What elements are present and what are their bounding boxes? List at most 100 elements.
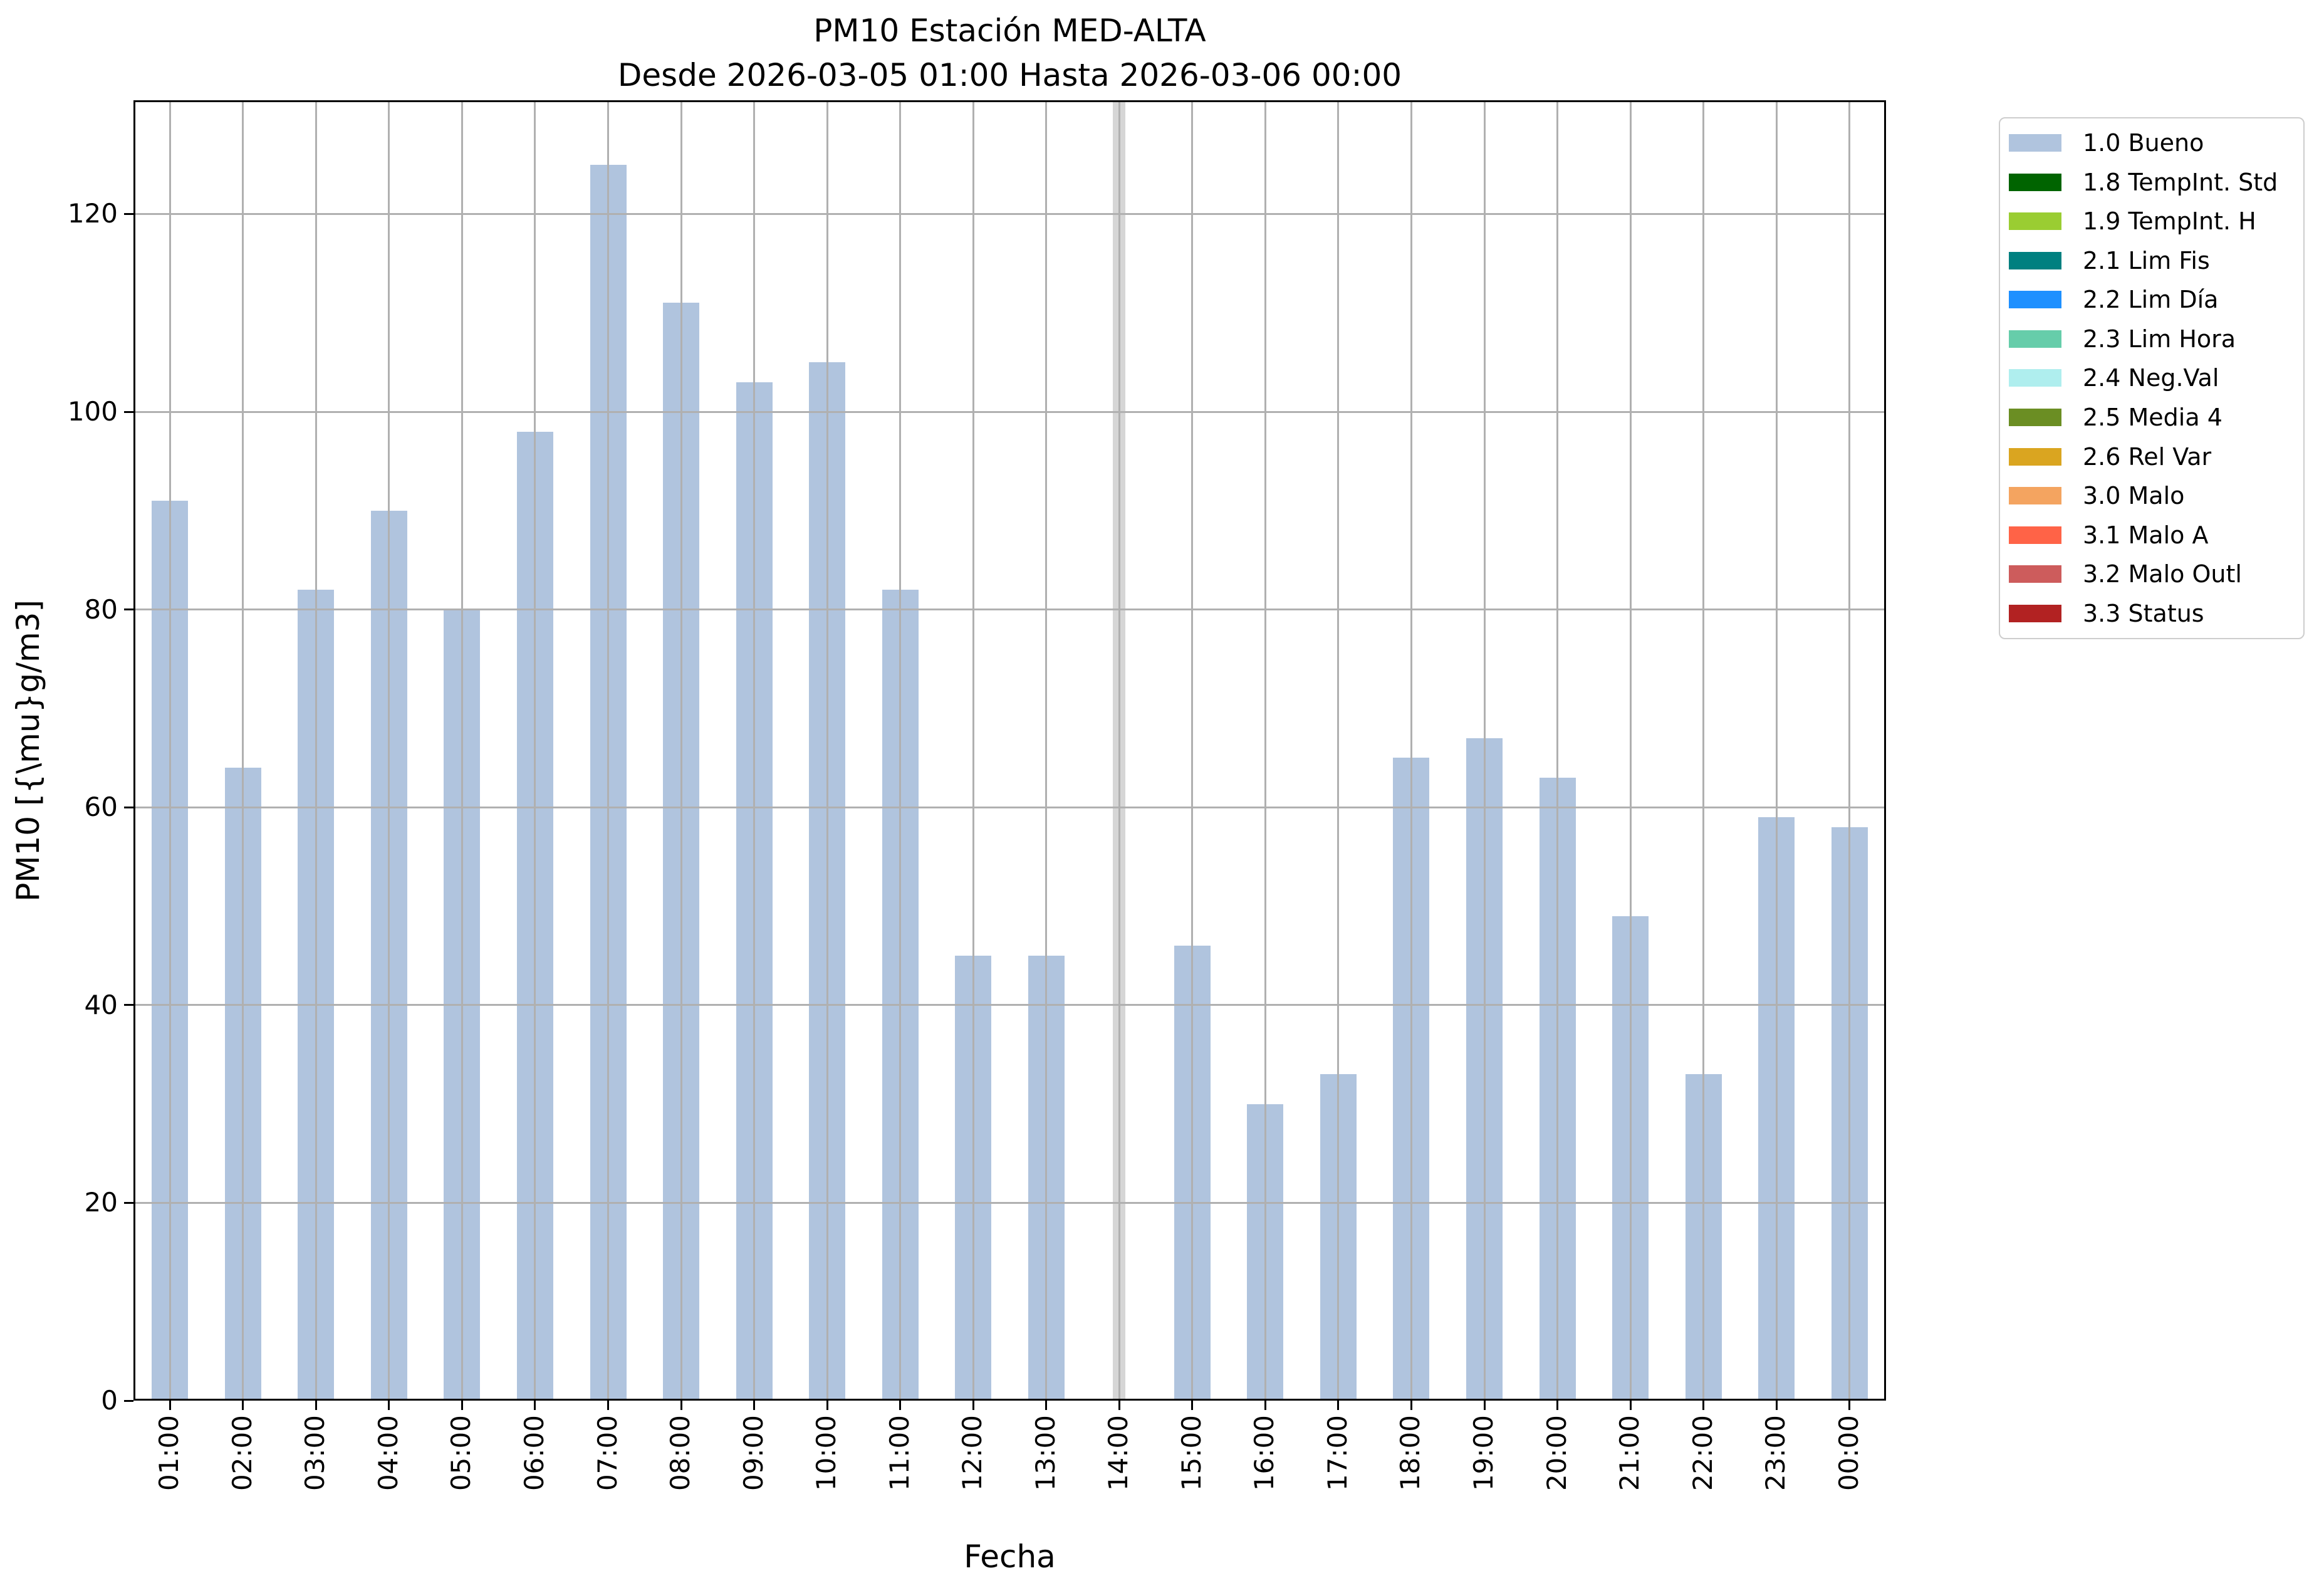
x-tick-18:00 <box>1410 1401 1412 1410</box>
x-tick-label-15:00: 15:00 <box>1175 1415 1207 1491</box>
x-tick-15:00 <box>1191 1401 1194 1410</box>
y-gridline-120 <box>133 212 1886 215</box>
x-gridline-09:00 <box>753 100 756 1401</box>
legend-label-3: 2.1 Lim Fis <box>2083 246 2210 274</box>
legend-label-0: 1.0 Bueno <box>2083 129 2204 157</box>
x-tick-label-12:00: 12:00 <box>957 1415 988 1491</box>
x-gridline-21:00 <box>1629 100 1632 1401</box>
legend-swatch-1 <box>2009 173 2061 191</box>
x-gridline-01:00 <box>169 100 171 1401</box>
x-tick-label-03:00: 03:00 <box>300 1415 331 1491</box>
x-gridline-05:00 <box>461 100 463 1401</box>
x-gridline-11:00 <box>899 100 902 1401</box>
legend-item-9: 3.0 Malo <box>2009 476 2295 516</box>
x-tick-21:00 <box>1629 1401 1632 1410</box>
x-tick-14:00 <box>1118 1401 1120 1410</box>
x-tick-19:00 <box>1483 1401 1486 1410</box>
legend-label-1: 1.8 TempInt. Std <box>2083 168 2278 196</box>
x-tick-06:00 <box>534 1401 536 1410</box>
legend-swatch-6 <box>2009 369 2061 387</box>
x-tick-07:00 <box>607 1401 610 1410</box>
x-gridline-22:00 <box>1702 100 1705 1401</box>
x-tick-label-23:00: 23:00 <box>1760 1415 1791 1491</box>
legend-label-10: 3.1 Malo A <box>2083 521 2209 549</box>
x-tick-label-13:00: 13:00 <box>1029 1415 1061 1491</box>
legend-swatch-11 <box>2009 565 2061 583</box>
x-gridline-00:00 <box>1848 100 1851 1401</box>
x-tick-23:00 <box>1775 1401 1778 1410</box>
legend-swatch-0 <box>2009 134 2061 152</box>
y-tick-0 <box>124 1399 133 1402</box>
x-tick-08:00 <box>680 1401 682 1410</box>
legend-box: 1.0 Bueno 1.8 TempInt. Std 1.9 TempInt. H 2… <box>1999 117 2305 639</box>
legend-item-12: 3.3 Status <box>2009 593 2295 633</box>
legend-label-5: 2.3 Lim Hora <box>2083 325 2236 353</box>
legend-swatch-4 <box>2009 291 2061 309</box>
x-tick-label-02:00: 02:00 <box>226 1415 258 1491</box>
legend-item-4: 2.2 Lim Día <box>2009 280 2295 320</box>
legend-label-11: 3.2 Malo Outl <box>2083 560 2242 588</box>
y-gridline-60 <box>133 806 1886 808</box>
legend-item-2: 1.9 TempInt. H <box>2009 202 2295 241</box>
legend-item-10: 3.1 Malo A <box>2009 515 2295 555</box>
x-gridline-04:00 <box>388 100 390 1401</box>
y-tick-20 <box>124 1201 133 1204</box>
chart-title-line1: PM10 Estación MED-ALTA <box>813 13 1206 49</box>
x-gridline-14:00 <box>1118 100 1120 1401</box>
x-tick-label-18:00: 18:00 <box>1395 1415 1426 1491</box>
x-tick-10:00 <box>826 1401 828 1410</box>
x-tick-09:00 <box>753 1401 756 1410</box>
legend-swatch-12 <box>2009 604 2061 622</box>
x-gridline-08:00 <box>680 100 682 1401</box>
legend-swatch-7 <box>2009 408 2061 426</box>
chart-title-line2: Desde 2026-03-05 01:00 Hasta 2026-03-06 … <box>617 57 1402 93</box>
y-tick-label-100: 100 <box>67 396 118 427</box>
x-tick-16:00 <box>1264 1401 1266 1410</box>
legend-swatch-3 <box>2009 251 2061 269</box>
x-tick-label-01:00: 01:00 <box>154 1415 185 1491</box>
x-tick-label-22:00: 22:00 <box>1687 1415 1718 1491</box>
y-tick-60 <box>124 806 133 808</box>
x-tick-22:00 <box>1702 1401 1705 1410</box>
x-gridline-13:00 <box>1045 100 1048 1401</box>
x-axis-label-text: Fecha <box>964 1538 1056 1575</box>
x-tick-label-06:00: 06:00 <box>518 1415 550 1491</box>
x-tick-label-05:00: 05:00 <box>446 1415 477 1491</box>
legend-label-2: 1.9 TempInt. H <box>2083 207 2256 236</box>
x-tick-label-10:00: 10:00 <box>811 1415 842 1491</box>
legend-swatch-8 <box>2009 447 2061 466</box>
legend-item-3: 2.1 Lim Fis <box>2009 241 2295 281</box>
y-tick-label-0: 0 <box>101 1385 118 1416</box>
x-tick-11:00 <box>899 1401 902 1410</box>
x-gridline-15:00 <box>1191 100 1194 1401</box>
x-tick-label-04:00: 04:00 <box>372 1415 404 1491</box>
chart-title: PM10 Estación MED-ALTA Desde 2026-03-05 … <box>133 9 1886 98</box>
x-gridline-20:00 <box>1556 100 1559 1401</box>
x-axis-label: Fecha <box>133 1538 1886 1575</box>
y-tick-label-40: 40 <box>84 989 118 1020</box>
legend-item-11: 3.2 Malo Outl <box>2009 555 2295 594</box>
x-gridline-07:00 <box>607 100 610 1401</box>
x-tick-01:00 <box>169 1401 171 1410</box>
x-gridline-02:00 <box>242 100 244 1401</box>
y-tick-label-80: 80 <box>84 593 118 625</box>
x-tick-label-19:00: 19:00 <box>1468 1415 1499 1491</box>
y-axis-label-text: PM10 [{\mu}g/m3] <box>10 599 46 902</box>
legend-label-8: 2.6 Rel Var <box>2083 442 2212 471</box>
legend-label-9: 3.0 Malo <box>2083 482 2185 510</box>
x-gridline-17:00 <box>1337 100 1340 1401</box>
x-tick-label-09:00: 09:00 <box>737 1415 769 1491</box>
y-tick-100 <box>124 410 133 413</box>
x-tick-12:00 <box>972 1401 974 1410</box>
y-gridline-20 <box>133 1201 1886 1204</box>
legend-swatch-10 <box>2009 526 2061 544</box>
x-tick-label-11:00: 11:00 <box>883 1415 915 1491</box>
legend-item-8: 2.6 Rel Var <box>2009 437 2295 476</box>
x-gridline-12:00 <box>972 100 974 1401</box>
x-gridline-06:00 <box>534 100 536 1401</box>
legend-label-6: 2.4 Neg.Val <box>2083 364 2219 392</box>
x-tick-00:00 <box>1848 1401 1851 1410</box>
y-gridline-80 <box>133 609 1886 611</box>
x-tick-20:00 <box>1556 1401 1559 1410</box>
